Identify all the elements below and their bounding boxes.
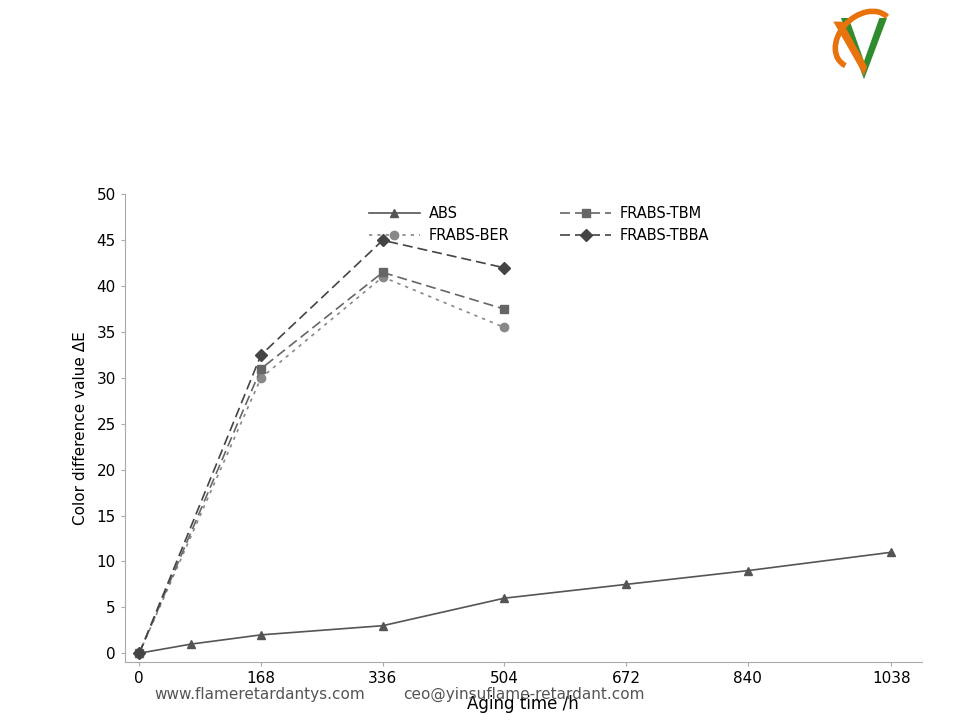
ABS — [742, 567, 754, 575]
FRABS-TBBA — [255, 351, 267, 359]
Legend: ABS, FRABS-BER, FRABS-TBM, FRABS-TBBA: ABS, FRABS-BER, FRABS-TBM, FRABS-TBBA — [365, 202, 714, 248]
Text: Aging Between Flame Retardant: Aging Between Flame Retardant — [120, 82, 706, 113]
ABS — [255, 631, 267, 639]
X-axis label: Aging time /h: Aging time /h — [468, 695, 579, 713]
Line: ABS: ABS — [135, 548, 896, 657]
FRABS-TBBA — [498, 264, 510, 272]
Text: ceo@yinsuflame-retardant.com: ceo@yinsuflame-retardant.com — [403, 687, 645, 703]
ABS — [885, 548, 897, 557]
Text: YINSU: YINSU — [837, 137, 891, 151]
Text: And Ordinary ABS: And Ordinary ABS — [252, 142, 574, 173]
Polygon shape — [841, 18, 887, 79]
Line: FRABS-BER: FRABS-BER — [135, 273, 509, 657]
FRABS-TBM — [255, 364, 267, 373]
Y-axis label: Color difference value ΔE: Color difference value ΔE — [73, 331, 88, 526]
ABS — [185, 640, 197, 649]
ABS — [498, 594, 510, 603]
ABS — [133, 649, 145, 657]
FRABS-TBM — [377, 268, 389, 276]
Line: FRABS-TBBA: FRABS-TBBA — [135, 236, 509, 657]
ABS — [620, 580, 632, 589]
FRABS-BER — [377, 273, 389, 282]
FRABS-BER — [133, 649, 145, 657]
Text: www.flameretardantys.com: www.flameretardantys.com — [154, 688, 365, 702]
ABS — [377, 621, 389, 630]
FRABS-BER — [498, 323, 510, 332]
Text: Figure 1 Comparison Of Light: Figure 1 Comparison Of Light — [148, 26, 678, 57]
FRABS-BER — [255, 374, 267, 382]
Line: FRABS-TBM: FRABS-TBM — [135, 269, 509, 657]
FRABS-TBBA — [133, 649, 145, 657]
FRABS-TBM — [133, 649, 145, 657]
FRABS-TBBA — [377, 236, 389, 245]
FRABS-TBM — [498, 305, 510, 313]
Polygon shape — [833, 22, 867, 76]
